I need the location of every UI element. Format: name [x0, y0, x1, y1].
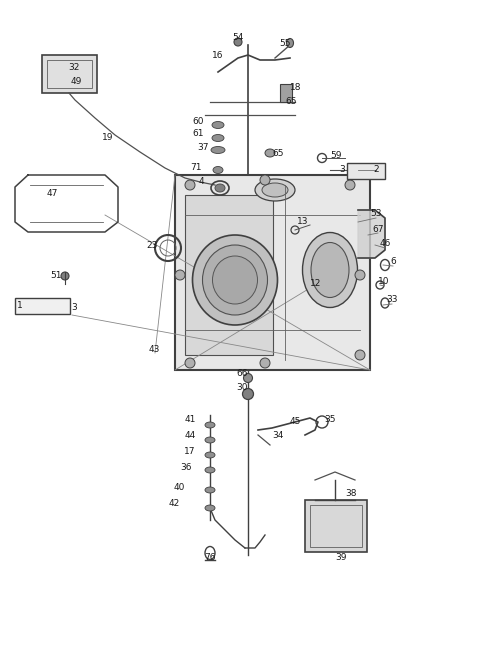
Ellipse shape	[311, 242, 349, 297]
Text: 37: 37	[197, 143, 209, 153]
Ellipse shape	[215, 184, 225, 192]
Ellipse shape	[205, 467, 215, 473]
Text: 18: 18	[290, 83, 302, 92]
Ellipse shape	[175, 270, 185, 280]
Ellipse shape	[205, 422, 215, 428]
Text: 54: 54	[232, 33, 244, 43]
Ellipse shape	[243, 373, 252, 383]
Ellipse shape	[205, 452, 215, 458]
Text: 36: 36	[180, 464, 192, 472]
Ellipse shape	[211, 147, 225, 153]
Text: 43: 43	[148, 345, 160, 354]
Text: 3: 3	[339, 166, 345, 174]
Text: 3: 3	[71, 303, 77, 312]
Ellipse shape	[213, 256, 257, 304]
Text: 6: 6	[390, 257, 396, 267]
Text: 38: 38	[345, 489, 357, 498]
Ellipse shape	[260, 175, 270, 185]
Text: 65: 65	[285, 96, 297, 105]
Text: 41: 41	[184, 415, 196, 424]
Bar	[280, 84, 292, 102]
Text: 46: 46	[379, 240, 391, 248]
Text: 4: 4	[198, 178, 204, 187]
Text: 65: 65	[272, 149, 284, 157]
Text: 61: 61	[192, 128, 204, 138]
Text: 53: 53	[370, 210, 382, 219]
Text: 76: 76	[204, 553, 216, 563]
Ellipse shape	[205, 487, 215, 493]
Text: 17: 17	[184, 447, 196, 455]
Ellipse shape	[287, 39, 293, 48]
Ellipse shape	[260, 358, 270, 368]
Ellipse shape	[265, 149, 275, 157]
Ellipse shape	[262, 183, 288, 197]
Ellipse shape	[242, 388, 253, 400]
Text: 1: 1	[17, 301, 23, 310]
Text: 32: 32	[68, 62, 80, 71]
Ellipse shape	[345, 180, 355, 190]
Bar	[15, 298, 70, 314]
Text: 44: 44	[184, 430, 196, 440]
Ellipse shape	[185, 358, 195, 368]
Ellipse shape	[61, 272, 69, 280]
Text: 71: 71	[190, 164, 202, 172]
Ellipse shape	[192, 235, 277, 325]
Text: 42: 42	[168, 498, 180, 508]
Bar	[175, 175, 370, 370]
Text: 30: 30	[236, 383, 248, 392]
Text: 39: 39	[335, 553, 347, 563]
Polygon shape	[358, 210, 385, 258]
Ellipse shape	[255, 179, 295, 201]
Bar	[347, 163, 385, 179]
Text: 12: 12	[310, 278, 322, 288]
Ellipse shape	[212, 121, 224, 128]
Bar	[310, 505, 362, 547]
Ellipse shape	[185, 180, 195, 190]
Text: 10: 10	[378, 278, 390, 286]
Ellipse shape	[234, 38, 242, 46]
Text: 19: 19	[102, 134, 114, 143]
Text: 16: 16	[212, 50, 224, 60]
Text: 13: 13	[297, 217, 309, 227]
Ellipse shape	[205, 505, 215, 511]
Bar	[185, 195, 273, 355]
Ellipse shape	[203, 245, 267, 315]
Bar	[305, 500, 367, 552]
Text: 33: 33	[386, 295, 398, 305]
Text: 2: 2	[373, 166, 379, 174]
Text: 49: 49	[70, 77, 82, 86]
Text: 23: 23	[146, 240, 158, 250]
Text: 45: 45	[289, 417, 300, 426]
Text: 51: 51	[50, 271, 62, 280]
Bar	[47, 60, 92, 88]
Ellipse shape	[212, 134, 224, 141]
Text: 59: 59	[330, 151, 342, 160]
Ellipse shape	[355, 270, 365, 280]
Bar	[42, 55, 97, 93]
Text: 34: 34	[272, 430, 284, 440]
Text: 66: 66	[236, 369, 248, 377]
Ellipse shape	[355, 350, 365, 360]
Text: 67: 67	[372, 225, 384, 233]
Text: 55: 55	[279, 39, 291, 48]
Text: 47: 47	[46, 189, 58, 198]
Ellipse shape	[213, 166, 223, 174]
Text: 35: 35	[324, 415, 336, 424]
Ellipse shape	[205, 437, 215, 443]
Text: 40: 40	[173, 483, 185, 491]
Text: 60: 60	[192, 117, 204, 126]
Ellipse shape	[302, 233, 358, 307]
